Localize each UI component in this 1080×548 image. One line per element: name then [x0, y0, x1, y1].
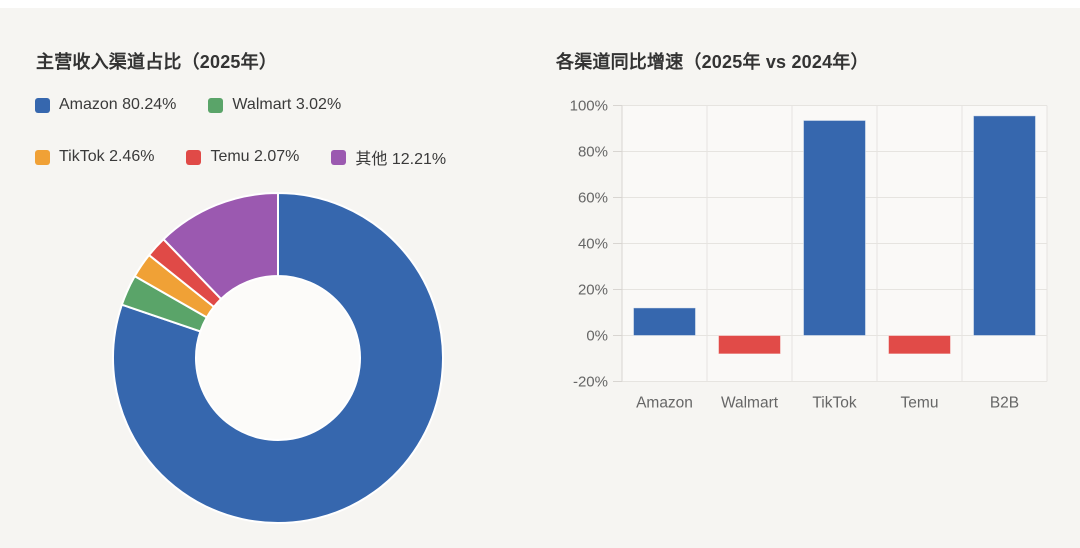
x-category-label: B2B	[990, 395, 1019, 412]
x-category-label: Temu	[901, 395, 939, 412]
x-category-label: Amazon	[636, 395, 693, 412]
y-tick-label: 40%	[578, 236, 608, 253]
legend-row: TikTok 2.46% Temu 2.07% 其他 12.21%	[35, 145, 446, 169]
legend-swatch-temu	[186, 149, 202, 165]
x-category-label: Walmart	[721, 395, 779, 412]
donut-chart-title: 主营收入渠道占比（2025年）	[36, 52, 278, 72]
bar-chart[interactable]: -20% 0% 20% 40% 60% 80% 100% Amazon Walmart TikTo…	[540, 85, 1080, 435]
y-tick-label: 60%	[578, 190, 608, 207]
legend-row: Amazon 80.24% Walmart 3.02%	[35, 96, 446, 114]
donut-legend: Amazon 80.24% Walmart 3.02% TikTok 2.46% Te…	[35, 96, 446, 169]
legend-item-other[interactable]: 其他 12.21%	[331, 145, 446, 169]
legend-swatch-amazon	[35, 97, 50, 113]
bar-walmart[interactable]	[718, 335, 781, 355]
donut-segment-amazon[interactable]	[112, 192, 444, 524]
bar-b2b[interactable]	[973, 115, 1036, 336]
top-strip	[0, 0, 1080, 8]
bar-chart-title: 各渠道同比增速（2025年 vs 2024年）	[556, 52, 869, 72]
legend-label: Amazon 80.24%	[59, 96, 177, 113]
legend-item-walmart[interactable]: Walmart 3.02%	[208, 96, 341, 114]
bar-amazon[interactable]	[633, 307, 696, 336]
legend-item-temu[interactable]: Temu 2.07%	[186, 148, 299, 166]
legend-label: TikTok 2.46%	[59, 148, 155, 165]
legend-label: Walmart 3.02%	[232, 96, 342, 113]
legend-swatch-walmart	[208, 97, 224, 113]
y-tick-label: 100%	[570, 98, 608, 115]
legend-item-tiktok[interactable]: TikTok 2.46%	[35, 148, 154, 166]
bar-temu[interactable]	[888, 335, 951, 355]
legend-swatch-other	[331, 149, 347, 165]
y-tick-label: 80%	[578, 144, 608, 161]
donut-segment-other[interactable]	[162, 192, 279, 300]
legend-item-amazon[interactable]: Amazon 80.24%	[35, 96, 176, 114]
legend-label: 其他 12.21%	[355, 151, 447, 168]
legend-label: Temu 2.07%	[210, 148, 300, 165]
legend-swatch-tiktok	[35, 149, 50, 165]
donut-hole	[194, 274, 362, 442]
donut-chart[interactable]	[109, 189, 447, 527]
y-tick-label: -20%	[573, 374, 608, 391]
x-category-label: TikTok	[812, 395, 856, 412]
y-tick-label: 0%	[586, 328, 608, 345]
y-tick-label: 20%	[578, 282, 608, 299]
bar-tiktok[interactable]	[803, 119, 866, 337]
